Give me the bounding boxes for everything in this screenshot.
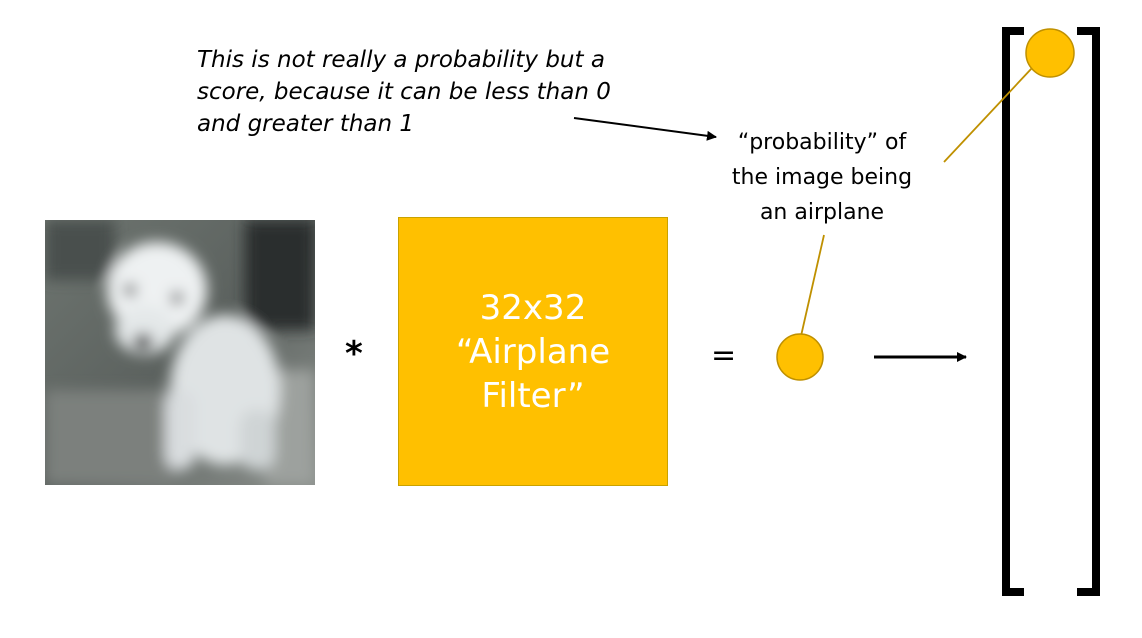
probability-label-line-2: the image being (731, 165, 913, 190)
annotation-line-3: and greater than 1 (197, 111, 415, 137)
filter-label-line-1: 32x32 “Airplane (455, 287, 611, 372)
score-dot-connector (800, 234, 825, 337)
filter-label-line-2: Filter” (481, 375, 585, 416)
multiply-operator: * (345, 334, 363, 374)
annotation-arrow (573, 117, 717, 141)
probability-label-line-1: “probability” of (737, 130, 907, 155)
annotation-line-2: score, because it can be less than 0 (197, 79, 611, 105)
right-bracket (1077, 27, 1100, 596)
vector-entry-dot (1025, 28, 1075, 78)
input-dog-image (45, 220, 315, 485)
score-dot (776, 333, 824, 381)
equals-operator: = (711, 338, 737, 373)
score-annotation: This is not really a probability but a s… (197, 44, 627, 140)
left-bracket (1002, 27, 1024, 596)
airplane-filter-box: 32x32 “Airplane Filter” (398, 217, 668, 486)
vector-entry-connector (943, 67, 1033, 163)
probability-label-line-3: an airplane (759, 200, 885, 225)
annotation-line-1: This is not really a probability but a (197, 47, 605, 73)
probability-label: “probability” of the image being an airp… (712, 125, 932, 230)
dog-illustration (45, 220, 315, 485)
airplane-filter-label: 32x32 “Airplane Filter” (403, 286, 663, 418)
